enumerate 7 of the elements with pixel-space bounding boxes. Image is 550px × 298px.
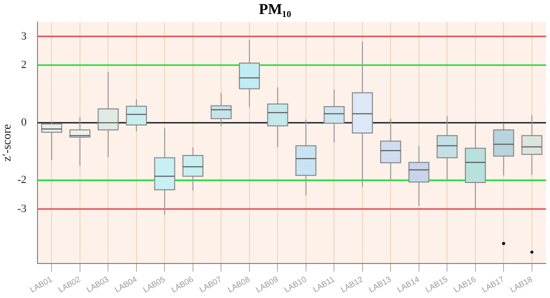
y-axis-title: z′-score (0, 124, 14, 162)
y-tick-label: -2 (17, 174, 27, 186)
y-tick-label: 0 (21, 116, 28, 129)
chart-title: PM₁₀ (258, 2, 292, 19)
y-tick-label: 2 (21, 59, 27, 72)
y-tick-label: 3 (21, 30, 28, 42)
y-tick-label: -3 (17, 202, 28, 215)
